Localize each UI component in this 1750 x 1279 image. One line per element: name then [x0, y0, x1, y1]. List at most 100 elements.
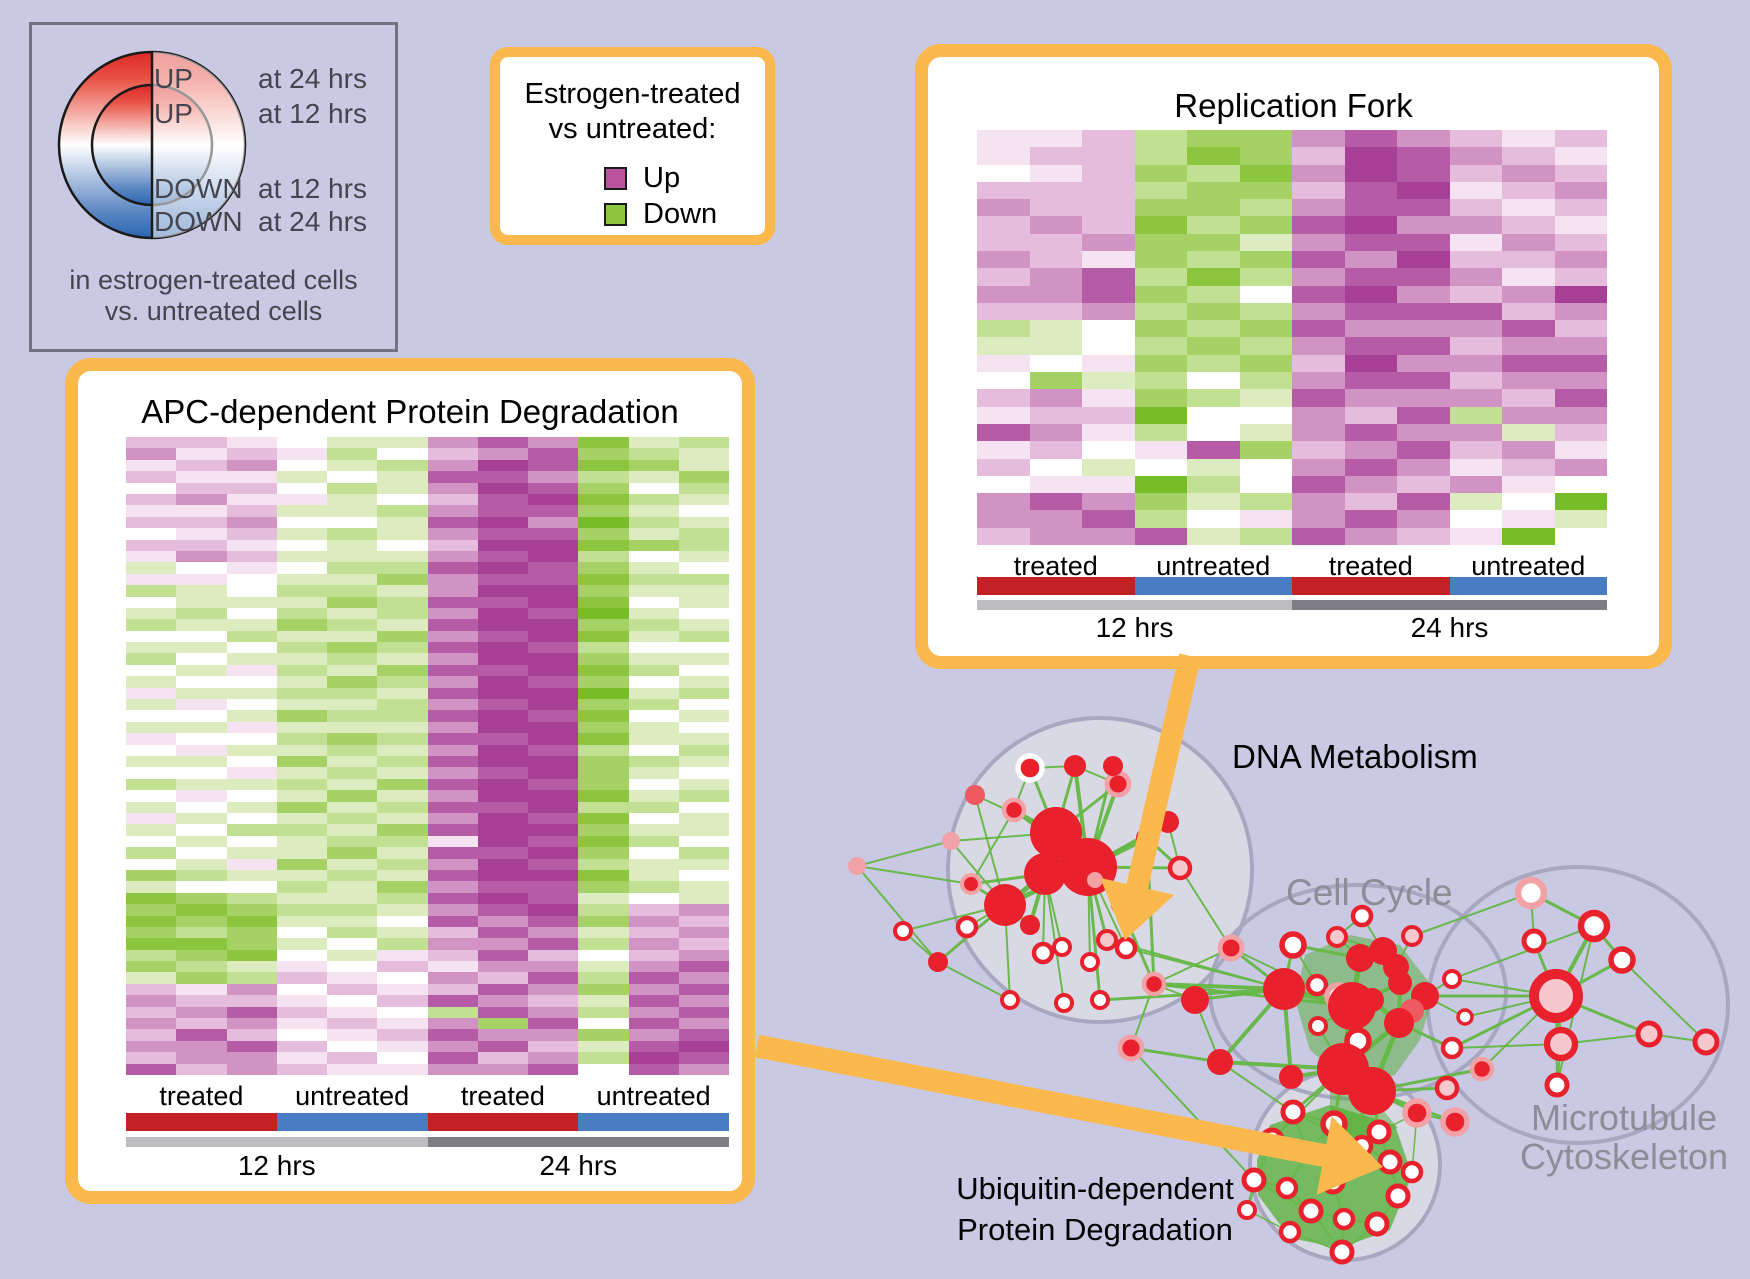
heatmap-cell [377, 1018, 428, 1030]
heatmap-cell [528, 983, 579, 996]
heatmap-cell [1449, 389, 1502, 407]
heatmap-cell [377, 847, 428, 859]
replication-fork-panel: Replication Fork treated untreated treat… [915, 44, 1672, 669]
heatmap-cell [276, 995, 327, 1007]
network-edge [1451, 925, 1595, 980]
legend-caption-line2: vs. untreated cells [104, 296, 323, 326]
heatmap-cell [377, 619, 428, 631]
heatmap-cell [176, 653, 227, 665]
heatmap-cell [176, 573, 227, 586]
heatmap-cell [1187, 302, 1240, 321]
heatmap-cell [176, 448, 227, 460]
heatmap-cell [477, 448, 528, 460]
heatmap-cell [427, 926, 478, 939]
heatmap-cell [276, 1040, 327, 1053]
heatmap-cell [1187, 389, 1240, 407]
gene-set-node-pink [1087, 872, 1103, 888]
heatmap-cell [1029, 372, 1082, 390]
heatmap-cell [377, 699, 428, 711]
heatmap-cell [528, 539, 579, 551]
heatmap-cell [276, 812, 327, 825]
heatmap-cell [1554, 354, 1607, 373]
heatmap-cell [327, 869, 378, 882]
heatmap-cell [1397, 302, 1450, 321]
heatmap-cell [477, 938, 528, 950]
heatmap-cell [1239, 510, 1292, 528]
heatmap-cell [1292, 406, 1345, 424]
down-label: Down [643, 198, 718, 230]
heatmap-cell [477, 516, 528, 529]
heatmap-cell [678, 482, 729, 494]
heatmap-cell [176, 1029, 227, 1041]
heatmap-cell [1082, 372, 1135, 390]
heatmap-cell [1292, 510, 1345, 528]
heatmap-cell [477, 1052, 528, 1064]
heatmap-cell [1292, 181, 1345, 200]
heatmap-cell [176, 938, 227, 950]
heatmap-cell [176, 607, 227, 620]
heatmap-cell [678, 573, 729, 586]
heatmap-cell [1292, 320, 1345, 338]
heatmap-cell [628, 493, 679, 506]
heatmap-cell [977, 147, 1030, 165]
heatmap-cell [628, 482, 679, 494]
time-bar-segment [1292, 600, 1607, 610]
heatmap-cell [528, 858, 579, 870]
heatmap-cell [628, 733, 679, 745]
heatmap-cell [226, 847, 277, 859]
heatmap-cell [327, 482, 378, 494]
heatmap-cell [477, 653, 528, 665]
network-edge [1153, 982, 1353, 1008]
treatment-bar-segment [578, 1113, 729, 1131]
gene-set-node-pr [959, 872, 983, 896]
heatmap-cell [528, 881, 579, 893]
heatmap-cell [176, 756, 227, 768]
heatmap-cell [628, 972, 679, 984]
gene-set-node-rw [1366, 1119, 1392, 1145]
group-label-treated: treated [1013, 551, 1098, 581]
apc-treatment-bar [126, 1113, 729, 1131]
heatmap-cell [1082, 147, 1135, 165]
heatmap-cell [977, 372, 1030, 390]
heatmap-cell [1502, 268, 1555, 286]
heatmap-cell [1397, 147, 1450, 165]
heatmap-cell [477, 892, 528, 905]
heatmap-cell [1029, 130, 1082, 148]
heatmap-cell [276, 835, 327, 848]
heatmap-cell [126, 710, 177, 722]
heatmap-cell [628, 471, 679, 483]
heatmap-cell [1292, 147, 1345, 165]
apc-group-labels: treated untreated treated untreated [126, 1081, 729, 1111]
gene-set-node-rw [1275, 1176, 1299, 1200]
heatmap-cell [427, 505, 478, 517]
heatmap-cell [226, 1052, 277, 1064]
heatmap-cell [327, 756, 378, 768]
heatmap-cell [528, 733, 579, 745]
heatmap-cell [678, 630, 729, 643]
gene-set-node-rp [1095, 928, 1119, 952]
heatmap-cell [1397, 527, 1450, 545]
heatmap-cell [176, 824, 227, 836]
heatmap-cell [477, 881, 528, 893]
gene-set-node-rw [955, 915, 979, 939]
rf-time-labels: 12 hrs 24 hrs [977, 613, 1607, 643]
heatmap-cell [176, 961, 227, 973]
callout-arrow-stem [1125, 653, 1201, 893]
heatmap-cell [126, 972, 177, 984]
heatmap-cell [377, 904, 428, 916]
heatmap-cell [628, 459, 679, 472]
treatment-bar-segment [276, 1113, 428, 1131]
heatmap-cell [126, 585, 177, 597]
heatmap-cell [226, 915, 277, 927]
heatmap-cell [528, 892, 579, 905]
heatmap-cell [578, 801, 629, 813]
heatmap-cell [628, 721, 679, 734]
heatmap-cell [327, 938, 378, 950]
heatmap-cell [977, 164, 1030, 182]
heatmap-cell [1397, 130, 1450, 148]
apc-heatmap-panel: APC-dependent Protein Degradation treate… [65, 358, 755, 1204]
heatmap-cell [1134, 475, 1187, 494]
rf-group-labels: treated untreated treated untreated [977, 551, 1607, 581]
gene-set-node-solid [1346, 944, 1374, 972]
heatmap-cell [276, 949, 327, 962]
